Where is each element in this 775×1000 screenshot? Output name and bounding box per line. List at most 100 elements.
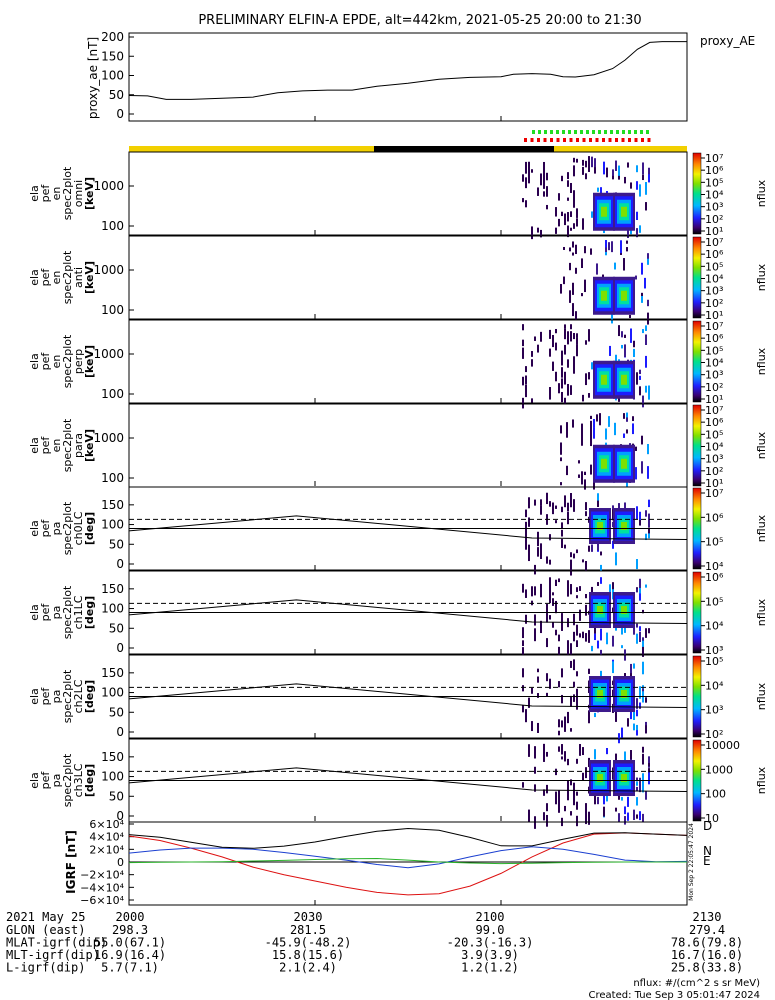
pa_ch2-colorbar-tick-label: 10³ — [705, 704, 723, 717]
spec_omni-pixel — [561, 211, 563, 217]
pa_ch0-ytick-label: 50 — [109, 537, 124, 551]
x-tick-label: 2000 — [116, 910, 145, 924]
pa_ch1-pixel — [648, 628, 650, 634]
spec_perp-pixel — [525, 366, 527, 373]
pa_ch1-pixel — [642, 609, 644, 614]
spec_anti-pixel — [572, 252, 574, 256]
spec_omni-pixel — [543, 161, 545, 175]
pa_ch0-pixel — [540, 505, 542, 515]
pa_ch3-pixel — [627, 796, 629, 807]
spec_perp-pixel — [633, 348, 635, 358]
spec_perp-pixel — [567, 359, 569, 368]
pa_ch2-pixel — [561, 720, 563, 728]
science-zone-mark-red — [524, 138, 527, 142]
pa_ch2-colorbar-tick-label: 10⁵ — [705, 655, 723, 668]
pa_ch3-pixel — [543, 752, 545, 761]
pa_ch1-pixel — [567, 580, 569, 591]
spec_anti-ylabel-line: ela — [28, 269, 41, 286]
pa_ch1-pixel — [546, 606, 548, 615]
spec_perp-pixel — [645, 325, 647, 331]
spec_perp-pixel — [624, 344, 626, 357]
pa_ch3-pixel — [558, 802, 560, 813]
pa_ch2-pixel — [558, 719, 560, 728]
pa_ch0-pixel — [570, 552, 572, 558]
spec_perp-pixel — [522, 339, 524, 347]
pa_ch1-pixel — [639, 631, 641, 642]
spec_para-ylabel-line: en — [50, 439, 63, 453]
pa_ch2-pixel — [636, 730, 638, 736]
pa_ch0-pixel — [552, 502, 554, 515]
spec_omni-flux-blob — [601, 206, 607, 217]
spec_anti-pixel — [635, 275, 637, 280]
pa_ch1-pixel — [633, 627, 635, 635]
pa_ch1-ylabel-line: pef — [39, 603, 52, 622]
spec_anti-pixel — [641, 262, 643, 275]
pa_ch2-pixel — [636, 709, 638, 717]
spec_perp-pixel — [618, 325, 620, 337]
pa_ch1-pixel — [582, 631, 584, 639]
spec_para-colorbar-tick-label: 10³ — [705, 453, 723, 466]
pa_ch0-pixel — [639, 511, 641, 521]
pa_ch1-pixel — [549, 595, 551, 604]
spec_perp-ylabel-line: ela — [28, 353, 41, 370]
pa_ch1-pixel — [585, 633, 587, 642]
pa_ch3-pixel — [534, 746, 536, 759]
pa_ch0-pixel — [600, 551, 602, 556]
pa_ch2-flux-blob — [597, 690, 603, 699]
spec_anti-pixel — [572, 303, 574, 315]
pa_ch3-pixel — [639, 777, 641, 789]
spec_anti-pixel — [614, 262, 616, 270]
pa_ch3-pixel — [567, 788, 569, 801]
spec_perp-pixel — [561, 353, 563, 366]
spec_anti-pixel — [584, 279, 586, 293]
proxy-ae-panel — [128, 32, 688, 122]
pa_ch3-pixel — [636, 797, 638, 806]
spec_omni-pixel — [570, 189, 572, 193]
pa_ch3-pixel — [606, 748, 608, 755]
pa_ch1-ytick-label: 50 — [109, 621, 124, 635]
spec_para-pixel — [641, 435, 643, 445]
pa_ch3-pixel — [555, 791, 557, 805]
science-zone-mark-green — [634, 130, 637, 134]
pa_ch1-pixel — [534, 586, 536, 596]
pa_ch3-pixel — [543, 812, 545, 821]
spec_omni-pixel — [558, 193, 560, 201]
pa_ch0-pixel — [624, 502, 626, 513]
science-zone-mark-red — [647, 138, 651, 142]
pa_ch0-pixel — [588, 545, 590, 552]
pa_ch2-pixel — [549, 678, 551, 689]
science-zone-mark-green — [574, 130, 577, 134]
pa_ch0-pixel — [528, 497, 530, 509]
pa_ch0-pixel — [636, 559, 638, 570]
spec_omni-colorbar-tick-label: 10¹ — [705, 225, 723, 238]
spec_anti-pixel — [560, 283, 562, 294]
pa_ch3-pixel — [534, 784, 536, 792]
spec_perp-pixel — [576, 344, 578, 354]
spec_anti-pixel — [575, 311, 577, 321]
spec_omni-pixel — [561, 175, 563, 182]
spec_omni-pixel — [570, 211, 572, 217]
pa_ch1-pixel — [639, 626, 641, 632]
ephem-row-label: MLT-igrf(dip) — [6, 948, 100, 962]
pa_ch1-pixel — [546, 638, 548, 648]
spec_omni-pixel — [567, 197, 569, 201]
pa_ch0-pixel — [528, 546, 530, 552]
spec_anti-pixel — [644, 277, 646, 289]
spec_para-colorbar-tick-label: 10⁶ — [705, 416, 724, 429]
pa_ch3-pixel — [543, 789, 545, 796]
science-zone-mark-green — [616, 130, 619, 134]
pa_ch3-pixel — [648, 768, 650, 773]
spec_omni-pixel — [543, 191, 545, 197]
pa_ch1-pixel — [549, 615, 551, 620]
pa_ch0-pixel — [528, 550, 530, 562]
pa_ch3-pixel — [642, 753, 644, 765]
ephem-value: 1.2(1.2) — [461, 961, 519, 975]
spec_perp-pixel — [621, 344, 623, 349]
spec_omni-colorbar-tick-label: 10⁵ — [705, 176, 723, 189]
pa_ch1-pixel — [555, 600, 557, 614]
spec_omni-pixel — [600, 187, 602, 196]
spec_perp-pixel — [552, 334, 554, 348]
pa_ch1-ylabel-line: pa — [50, 606, 63, 620]
pa_ch0-pixel — [648, 529, 650, 539]
spec_perp-colorbar-tick-label: 10¹ — [705, 393, 723, 406]
